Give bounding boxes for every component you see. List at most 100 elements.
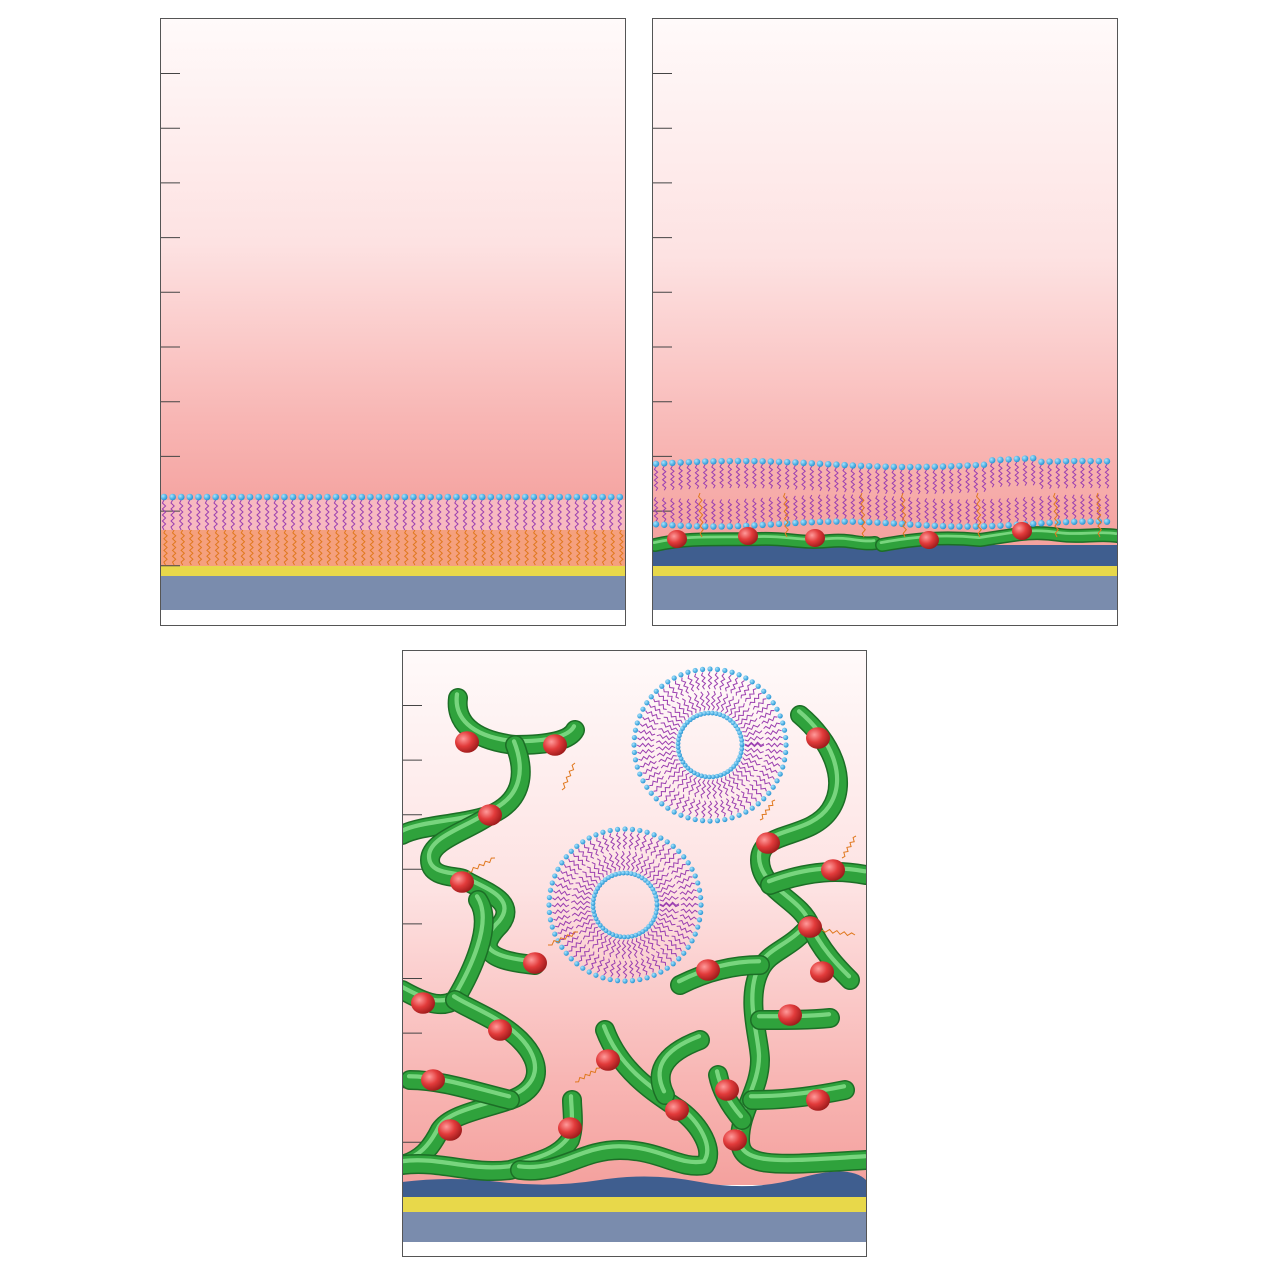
lipid-tail [1014,461,1020,487]
lipid-head [263,493,271,501]
lipid-head [676,956,682,962]
lipid-tail [412,529,418,566]
lipid-tail [694,673,701,691]
lipid-tail [924,498,929,523]
lipid-tail [196,499,201,531]
lipid-tail [1088,494,1093,519]
polymer-chain [402,1071,519,1109]
anchor-region [160,530,625,566]
lipid-head [1013,455,1020,463]
lipid-head [203,493,211,501]
lipid-tail [702,464,708,489]
lipid-tail [609,938,617,958]
lipid-head [948,463,955,470]
polymer-bead [798,916,822,938]
lipid-tail [575,529,581,566]
lipid-head [739,746,745,752]
lipid-tail [720,693,729,713]
polymer-bead [596,1049,620,1071]
lipid-tail [660,848,672,862]
lipid-tail [221,499,227,531]
lipid-tail [563,864,579,875]
lipid-head [593,972,599,978]
lipid-tail [1039,464,1044,490]
lipid-head [392,493,400,501]
lipid-tail [582,926,599,940]
lipid-tail [204,499,210,531]
lipid-head [574,843,580,849]
lipid-tail [744,741,765,747]
lipid-tail [171,529,177,566]
lipid-head [573,493,581,501]
lipid-tail [609,959,616,977]
lipid-head [600,829,606,835]
lipid-tail [821,928,856,937]
lipid-head [816,518,824,526]
lipid-tail [688,798,696,816]
lipid-head [692,816,698,823]
lipid-tail [715,691,723,712]
lipid-tail [307,499,313,531]
lipid-tail [326,529,332,566]
lipid-tail [548,499,554,531]
lipid-tail [743,463,749,489]
lipid-tail [653,780,668,792]
lipid-head [890,520,897,527]
lipid-head [658,969,664,975]
lipid-head [702,774,708,780]
lipid-head [721,771,727,776]
lipid-tail [663,763,681,775]
lipid-tail [583,844,595,859]
lipid-head [315,493,323,501]
lipid-tail [231,529,237,566]
lipid-head [549,924,555,930]
lipid-tail [728,774,741,791]
lipid-tail [667,858,682,870]
lipid-head [710,774,716,780]
lipid-head [591,897,596,902]
polymer-bead [723,1129,747,1151]
lipid-head [717,712,723,718]
lipid-head [685,522,692,530]
lipid-tail [609,833,616,851]
lipid-tail [793,495,798,521]
lipid-tail [636,742,655,748]
lipid-head [781,727,788,733]
polymer-bead [806,1089,830,1111]
lipid-head [586,835,592,841]
lipid-tail [676,876,693,884]
lipid-tail [639,834,647,852]
lipid-tail [578,848,590,863]
lipid-head [685,944,691,950]
lipid-tail [759,799,776,821]
lipid-head [699,666,706,672]
lipid-tail [650,928,666,942]
lipid-head [559,944,565,950]
lipid-head [681,854,687,860]
lipid-head [692,873,698,879]
lipid-tail [725,798,733,816]
lipid-tail [753,780,767,792]
lipid-head [890,463,897,471]
lipid-tail [687,695,697,714]
lipid-head [349,493,357,501]
lipid-head [825,518,832,525]
substrate [402,1212,866,1242]
lipid-tail [707,800,713,819]
lipid-tail [760,464,765,489]
lipid-head [989,457,996,464]
panel-frame [402,650,867,1257]
lipid-head [632,727,639,733]
lipid-tail [1047,495,1052,521]
lipid-head [547,493,555,501]
lipid-head [613,871,619,877]
lipid-tail [639,856,649,874]
lipid-head [298,493,305,501]
lipid-tail [655,951,667,966]
lipid-head [661,521,668,528]
lipid-head [939,463,947,470]
lipid-head [685,860,691,866]
lipid-tail [1104,494,1110,519]
lipid-tail [731,703,745,719]
lipid-tail [603,958,611,976]
